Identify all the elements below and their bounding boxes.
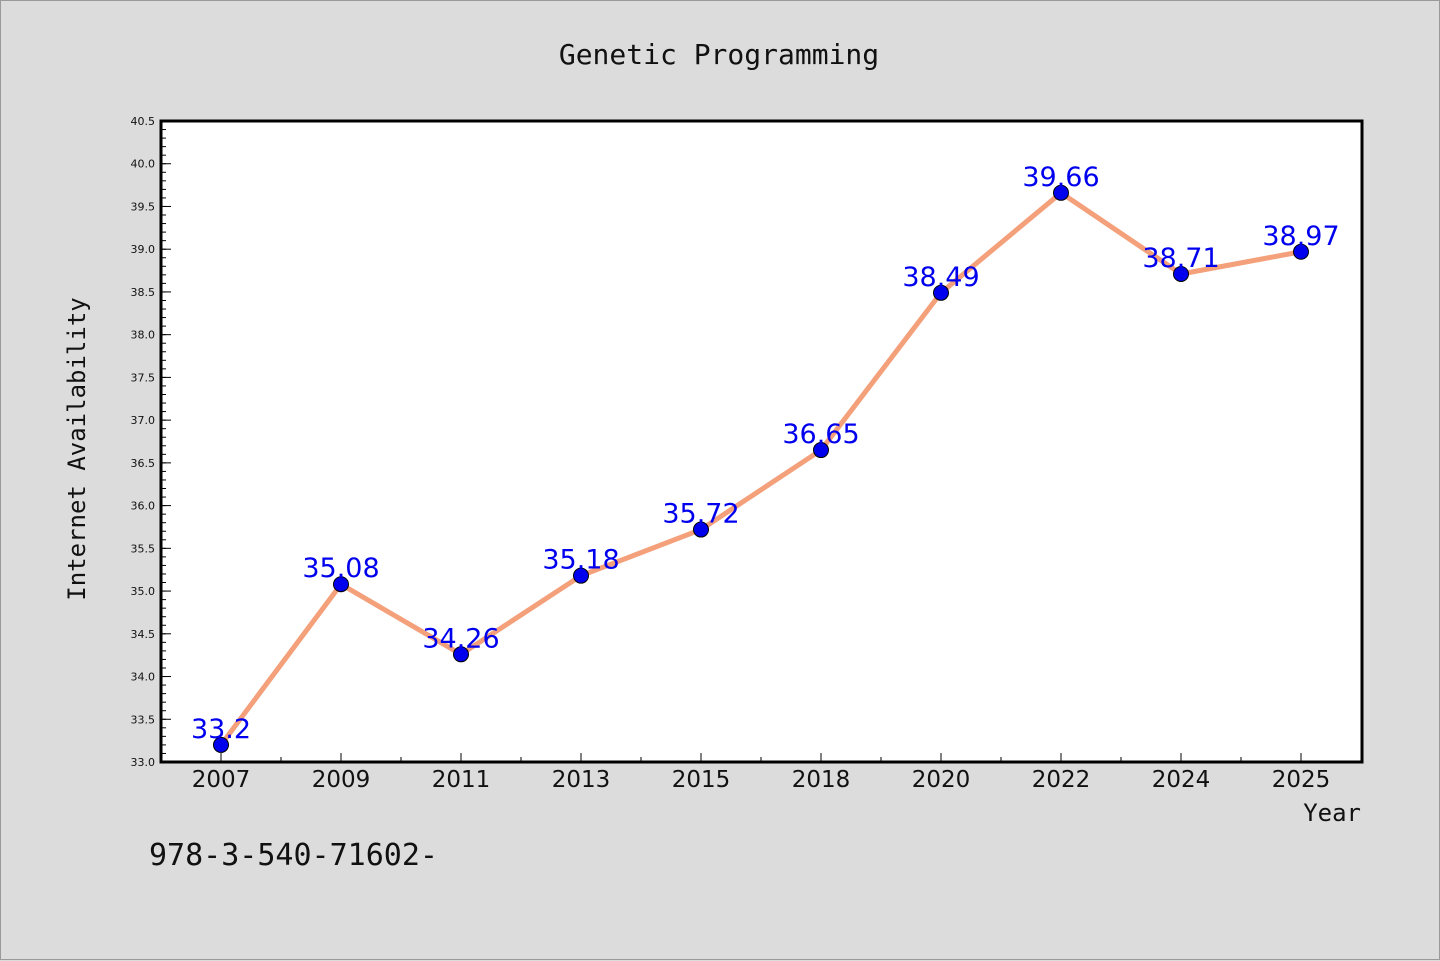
x-tick-label: 2022 bbox=[1032, 767, 1091, 793]
data-label: 38.49 bbox=[902, 262, 979, 293]
y-tick-label: 38.0 bbox=[131, 329, 156, 342]
x-tick-label: 2015 bbox=[672, 767, 731, 793]
y-tick-label: 40.0 bbox=[131, 158, 156, 171]
y-tick-label: 39.5 bbox=[131, 200, 156, 213]
data-label: 35.08 bbox=[302, 553, 379, 584]
y-axis: 33.0 33.5 34.0 34.5 35.0 35.5 36.0 36.5 37.0 37.5… bbox=[131, 115, 171, 769]
x-tick-label: 2024 bbox=[1152, 767, 1211, 793]
y-tick-label: 33.5 bbox=[131, 713, 156, 726]
x-axis-label: Year bbox=[1303, 799, 1361, 827]
data-label: 39.66 bbox=[1022, 162, 1099, 193]
data-point bbox=[1293, 243, 1309, 260]
data-point bbox=[1173, 265, 1189, 282]
data-label: 36.65 bbox=[782, 419, 859, 450]
x-tick-label: 2009 bbox=[312, 767, 371, 793]
data-label: 35.72 bbox=[662, 499, 739, 530]
y-axis-label: Internet Availability bbox=[63, 297, 91, 600]
data-label: 34.26 bbox=[422, 623, 499, 654]
data-point bbox=[813, 442, 829, 459]
y-tick-label: 38.5 bbox=[131, 286, 156, 299]
data-point bbox=[573, 567, 589, 584]
data-point bbox=[933, 284, 949, 301]
x-tick-label: 2011 bbox=[432, 767, 491, 793]
y-tick-label: 36.5 bbox=[131, 457, 156, 470]
x-tick-label: 2018 bbox=[792, 767, 851, 793]
data-labels: 33.2 35.08 34.26 35.18 35.72 36.65 38.49 39.66 3… bbox=[191, 162, 1340, 745]
x-tick-label: 2025 bbox=[1272, 767, 1331, 793]
footer-code: 978-3-540-71602- bbox=[149, 838, 438, 873]
y-tick-label: 35.0 bbox=[131, 585, 156, 598]
y-tick-label: 37.5 bbox=[131, 371, 156, 384]
y-tick-label: 34.5 bbox=[131, 628, 156, 641]
plot-area bbox=[159, 119, 1364, 764]
y-tick-label: 39.0 bbox=[131, 243, 156, 256]
x-axis: 2007 2009 2011 2013 2015 2018 2020 2022 2024 2025 bbox=[192, 753, 1331, 793]
data-point bbox=[453, 646, 469, 663]
chart-title: Genetic Programming bbox=[559, 38, 879, 71]
y-tick-label: 40.5 bbox=[131, 115, 156, 128]
x-tick-label: 2007 bbox=[192, 767, 251, 793]
data-label: 35.18 bbox=[542, 545, 619, 576]
x-tick-label: 2013 bbox=[552, 767, 611, 793]
series-layer bbox=[213, 184, 1309, 753]
data-label: 33.2 bbox=[191, 714, 251, 745]
data-label: 38.97 bbox=[1262, 221, 1339, 252]
data-point bbox=[213, 736, 229, 753]
y-tick-label: 33.0 bbox=[131, 756, 156, 769]
y-tick-label: 37.0 bbox=[131, 414, 156, 427]
series-line bbox=[218, 190, 1304, 748]
y-tick-label: 34.0 bbox=[131, 671, 156, 684]
y-tick-label: 36.0 bbox=[131, 500, 156, 513]
data-point bbox=[1053, 184, 1069, 201]
data-label: 38.71 bbox=[1142, 243, 1219, 274]
x-tick-label: 2020 bbox=[912, 767, 971, 793]
data-point bbox=[693, 521, 709, 538]
data-point bbox=[333, 576, 349, 593]
y-tick-label: 35.5 bbox=[131, 542, 156, 555]
